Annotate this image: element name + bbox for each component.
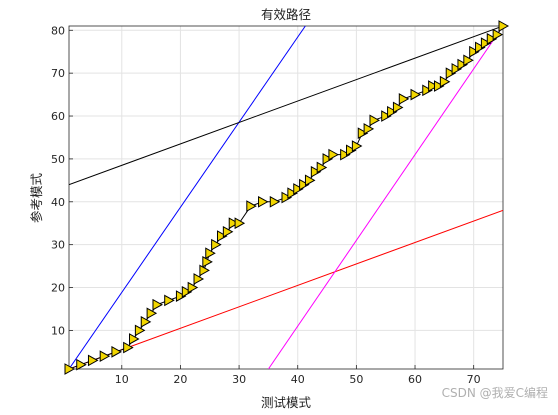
x-tick-label: 40	[291, 373, 305, 386]
path-point-marker	[475, 41, 486, 54]
path-point-marker	[269, 195, 281, 208]
y-tick-label: 70	[51, 67, 65, 80]
path-point-marker	[480, 37, 492, 49]
y-tick-label: 30	[51, 239, 65, 252]
reference-line-3	[267, 26, 503, 369]
path-point-marker	[129, 333, 140, 345]
path-point-marker	[369, 114, 381, 127]
path-point-marker	[140, 315, 152, 328]
path-point-marker	[64, 363, 76, 375]
path-point-marker	[445, 67, 457, 80]
path-point-marker	[234, 217, 246, 230]
path-point-marker	[351, 140, 363, 152]
path-point-marker	[146, 307, 158, 320]
path-point-marker	[463, 54, 474, 67]
path-point-marker	[451, 63, 463, 75]
path-point-marker	[310, 165, 322, 178]
path-point-marker	[287, 187, 298, 200]
y-axis-label: 参考模式	[29, 173, 44, 224]
path-point-marker	[202, 255, 213, 268]
path-point-marker	[486, 33, 498, 45]
path-point-marker	[340, 148, 351, 161]
path-point-marker	[322, 153, 334, 165]
chart-title: 有效路径	[261, 7, 311, 22]
path-point-marker	[216, 230, 228, 242]
path-point-marker	[199, 264, 210, 277]
path-point-marker	[498, 20, 510, 32]
path-point-marker	[164, 294, 175, 307]
path-point-marker	[228, 217, 240, 230]
path-point-marker	[398, 93, 410, 105]
x-tick-label: 60	[408, 373, 422, 386]
path-point-marker	[281, 191, 293, 204]
axis-ticks: 10 20 30 40 50 60 70 10 20 30 40 50 60 70 80	[51, 24, 481, 386]
path-point-marker	[381, 110, 392, 122]
path-point-marker	[76, 358, 87, 371]
path-point-marker	[357, 127, 369, 140]
y-tick-label: 20	[51, 282, 65, 295]
path-point-marker	[175, 290, 187, 302]
path-point-marker	[328, 148, 339, 161]
path-point-marker	[134, 324, 146, 337]
y-tick-label: 60	[51, 110, 65, 123]
x-tick-label: 50	[349, 373, 363, 386]
path-point-marker	[304, 174, 316, 187]
path-point-marker	[299, 178, 310, 191]
path-point-marker	[428, 80, 439, 92]
path-point-marker	[346, 144, 357, 157]
y-tick-label: 40	[51, 196, 65, 209]
path-point-marker	[410, 88, 422, 101]
path-point-marker	[181, 285, 193, 298]
reference-line-0	[69, 26, 306, 369]
path-point-marker	[316, 161, 328, 174]
path-point-marker	[205, 247, 216, 260]
path-point-marker	[439, 75, 451, 88]
x-tick-label: 30	[232, 373, 246, 386]
path-point-marker	[422, 84, 433, 97]
path-point-marker	[293, 183, 304, 195]
path-point-marker	[111, 346, 122, 358]
path-point-marker	[246, 200, 257, 212]
path-point-marker	[457, 58, 468, 71]
y-tick-label: 10	[51, 324, 65, 337]
path-point-marker	[392, 101, 404, 114]
path-point-marker	[99, 350, 111, 362]
path-point-marker	[469, 45, 480, 58]
path-point-marker	[211, 238, 222, 251]
path-point-marker	[193, 273, 205, 285]
path-point-marker	[187, 281, 199, 294]
path-point-marker	[123, 341, 134, 354]
x-axis-label: 测试模式	[261, 395, 312, 410]
path-point-marker	[363, 123, 375, 135]
plot-frame	[68, 25, 504, 370]
y-tick-label: 50	[51, 153, 65, 166]
x-tick-label: 70	[467, 373, 481, 386]
path-point-marker	[492, 28, 504, 41]
reference-line-2	[69, 26, 503, 186]
path-markers	[64, 20, 510, 375]
x-tick-label: 10	[115, 373, 129, 386]
watermark-text: CSDN @我爱C编程	[441, 386, 548, 400]
path-point-marker	[433, 80, 445, 92]
x-tick-label: 20	[173, 373, 187, 386]
path-point-marker	[258, 195, 269, 208]
path-point-marker	[87, 354, 99, 367]
path-point-marker	[152, 298, 164, 311]
reference-line-1	[69, 209, 503, 369]
path-point-marker	[387, 105, 398, 118]
path-point-marker	[222, 225, 234, 238]
y-tick-label: 80	[51, 24, 65, 37]
